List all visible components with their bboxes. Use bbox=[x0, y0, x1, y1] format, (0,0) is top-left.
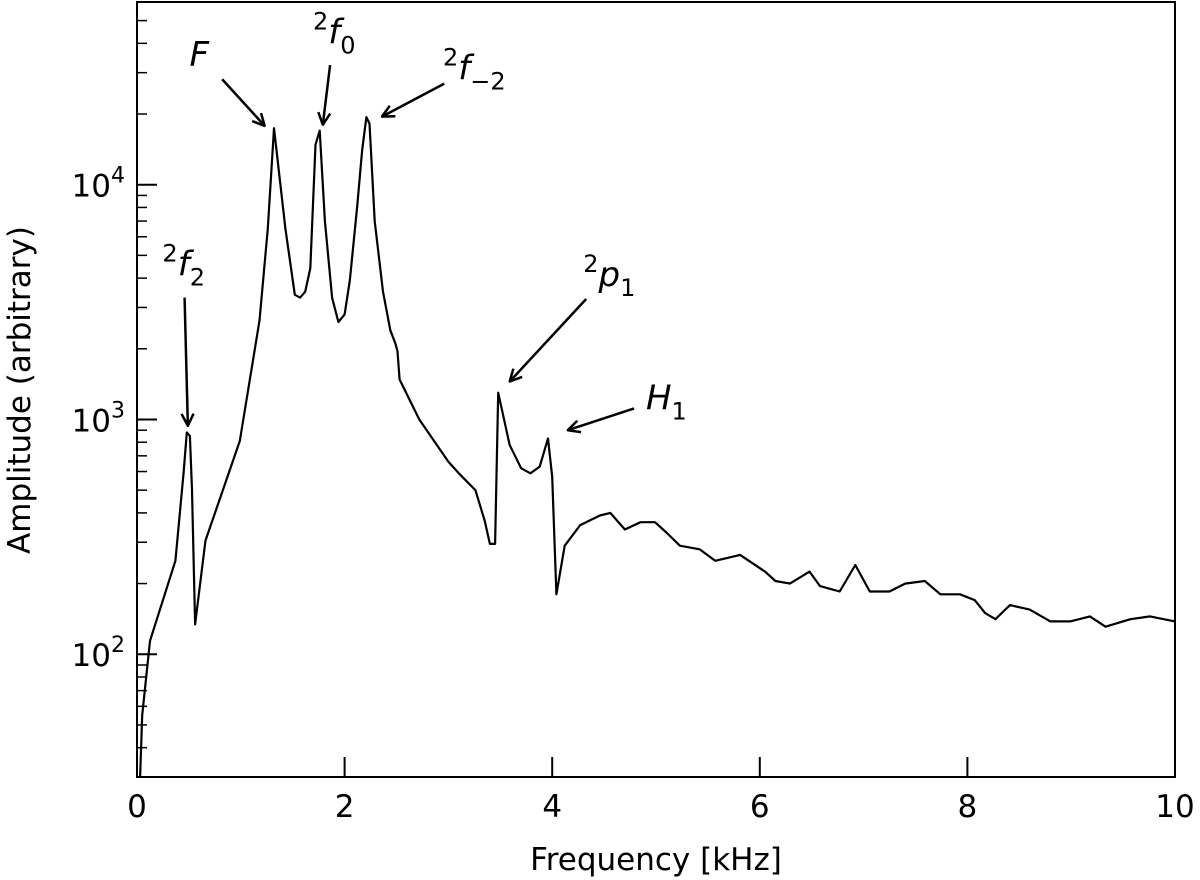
x-axis-label: Frequency [kHz] bbox=[530, 842, 782, 878]
annotation-arrow bbox=[568, 407, 635, 430]
annotation-label: 2f−2 bbox=[443, 44, 506, 96]
annotation-label: H1 bbox=[646, 379, 687, 426]
x-tick-label: 6 bbox=[750, 789, 770, 825]
spectrum-line bbox=[139, 115, 1176, 778]
y-tick-label: 104 bbox=[72, 164, 125, 205]
annotation-label: 2p1 bbox=[583, 250, 635, 302]
x-tick-label: 10 bbox=[1155, 789, 1194, 825]
x-tick-label: 2 bbox=[335, 789, 355, 825]
annotation-label: 2f0 bbox=[313, 7, 356, 59]
annotation-label: 2f2 bbox=[162, 240, 205, 292]
x-tick-label: 4 bbox=[542, 789, 562, 825]
annotation-arrow bbox=[382, 82, 445, 117]
annotation-arrow bbox=[323, 64, 332, 125]
annotation-arrow bbox=[221, 78, 265, 126]
y-axis-label: Amplitude (arbitrary) bbox=[2, 226, 38, 554]
x-tick-label: 8 bbox=[958, 789, 978, 825]
x-tick-label: 0 bbox=[127, 789, 147, 825]
y-tick-label: 102 bbox=[72, 633, 125, 674]
plot-frame bbox=[136, 1, 1176, 778]
annotation-label: F bbox=[189, 35, 209, 75]
annotation-arrow bbox=[510, 298, 588, 382]
annotation-arrow bbox=[185, 297, 188, 426]
y-tick-label: 103 bbox=[72, 398, 125, 439]
